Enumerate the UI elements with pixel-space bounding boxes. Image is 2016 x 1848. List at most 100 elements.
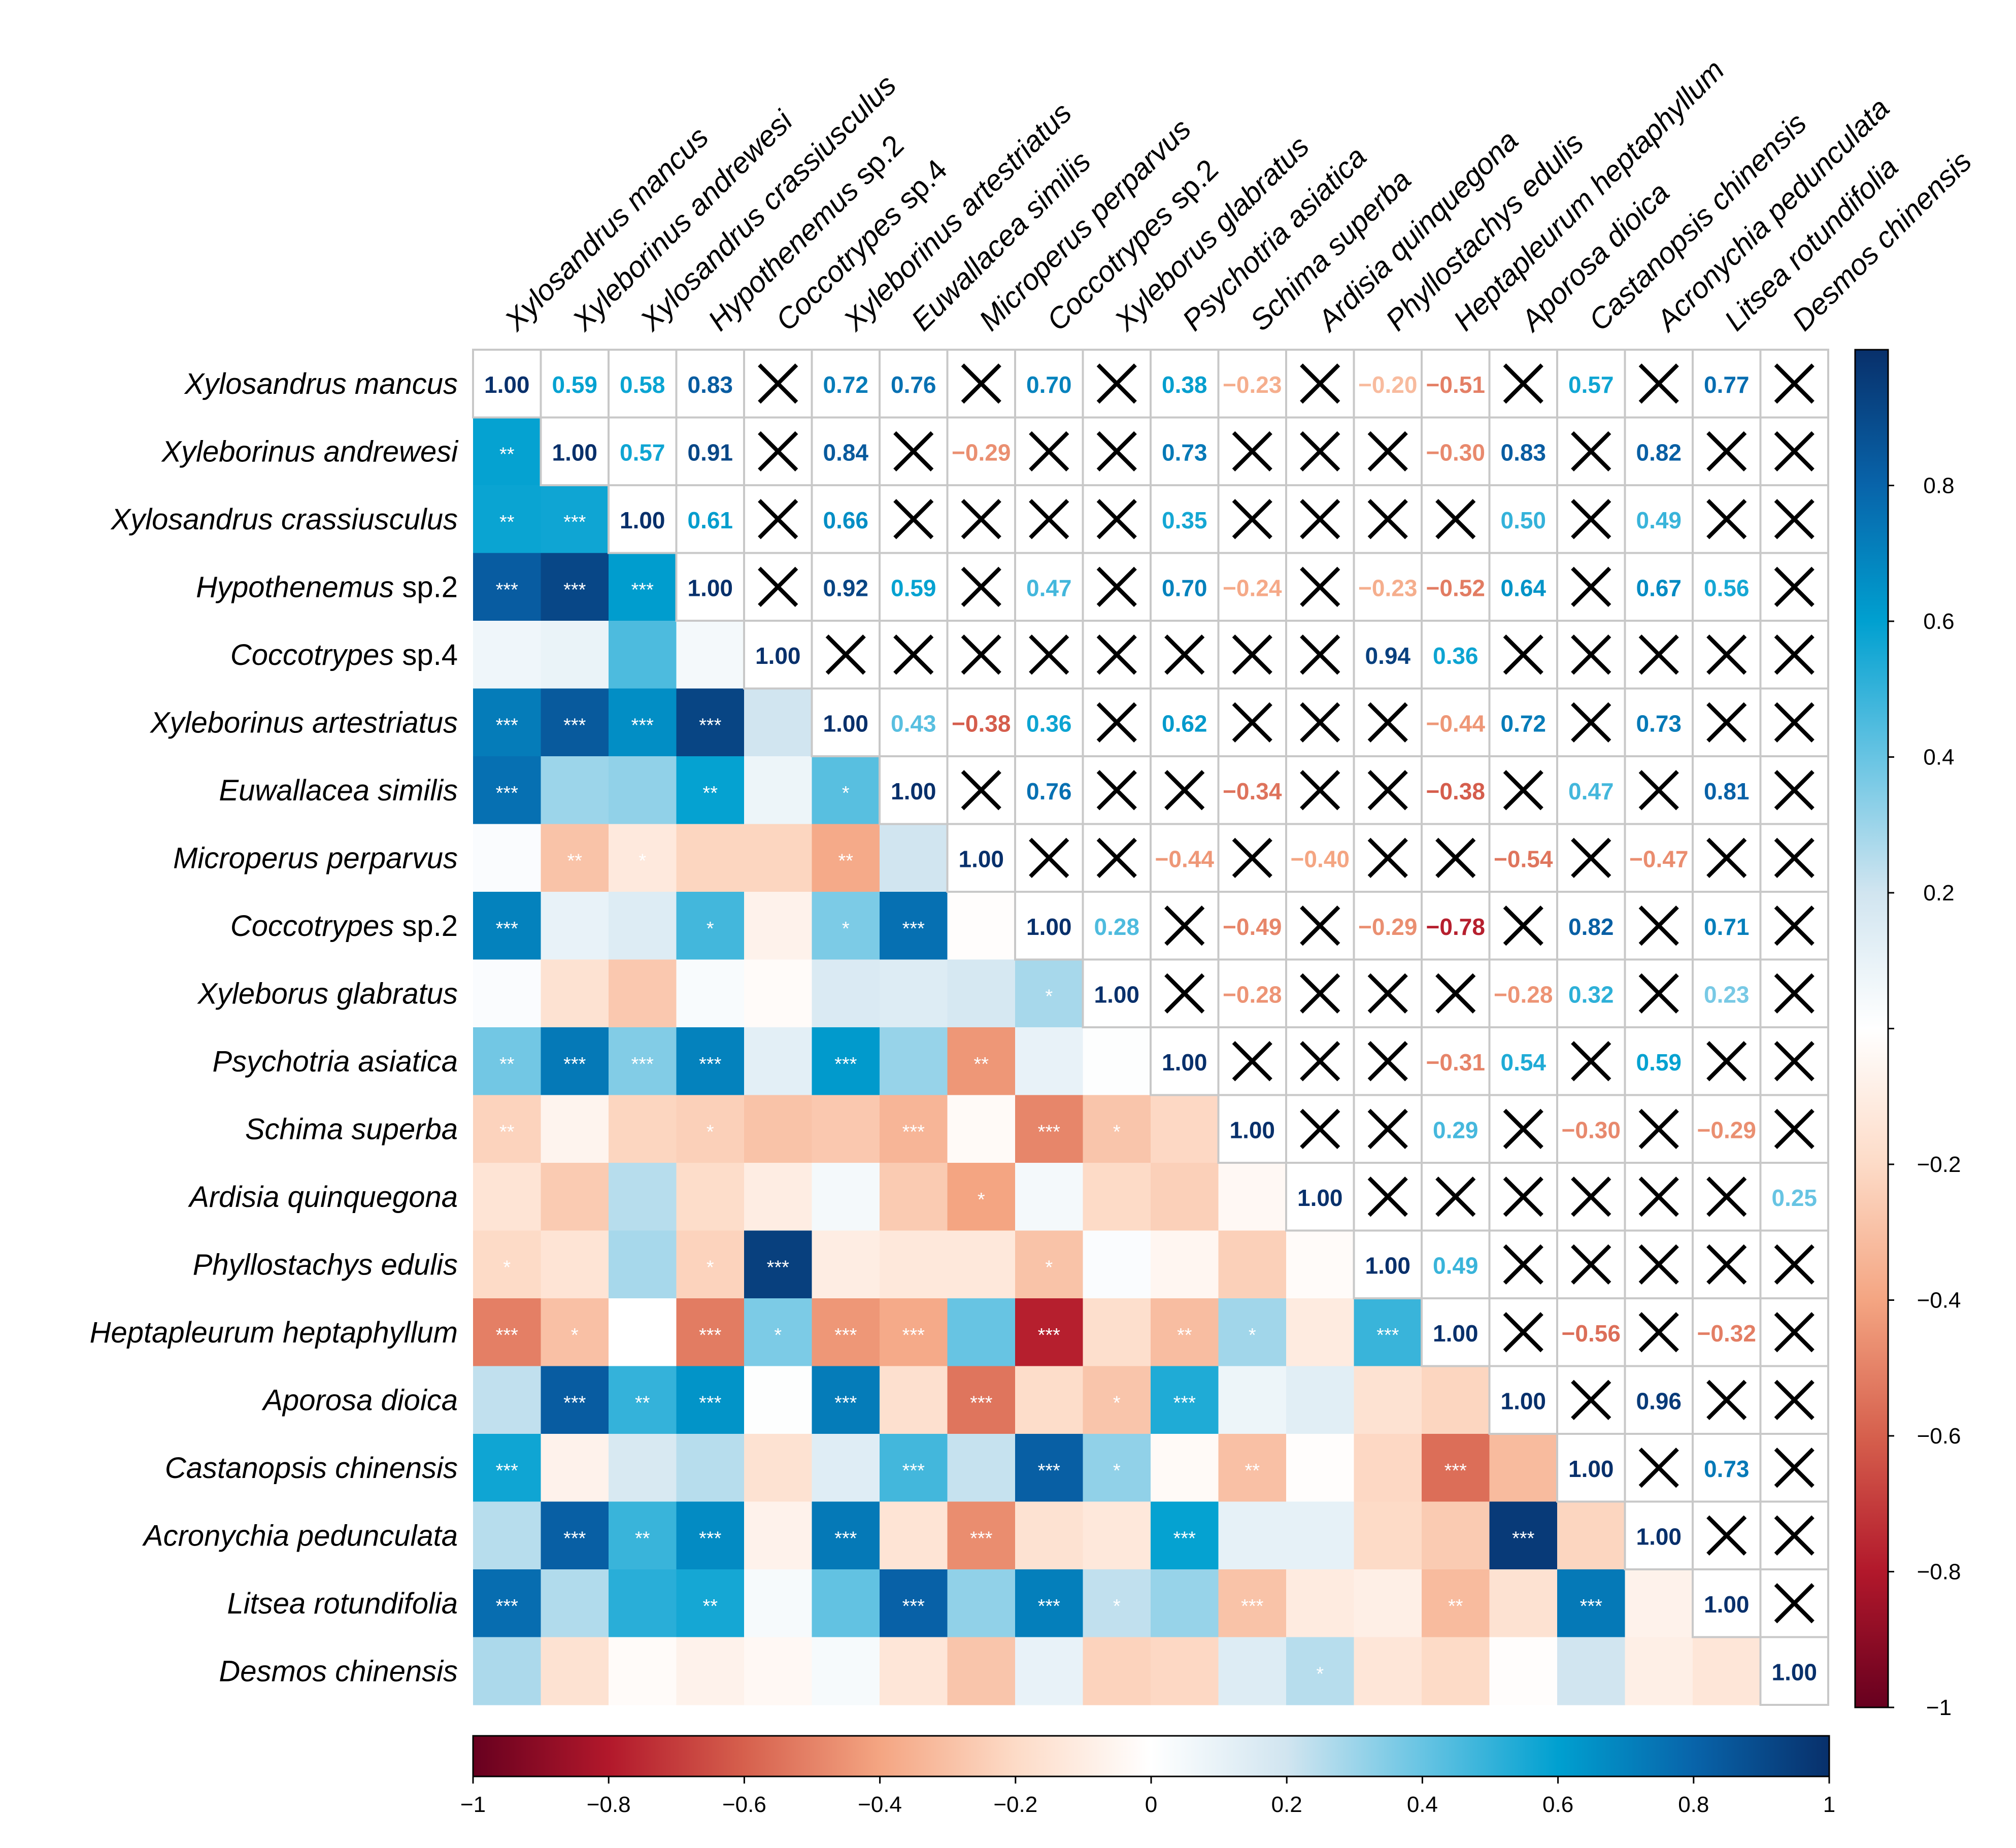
- significance-mark: **: [635, 1392, 650, 1414]
- significance-mark: *: [639, 850, 646, 871]
- upper-cell: [1014, 755, 1084, 825]
- nonsignificant-cross-icon: [1367, 770, 1408, 811]
- heatmap-cell: [812, 756, 880, 825]
- heatmap-cell: [1354, 1434, 1422, 1502]
- heatmap-cell: [880, 1027, 948, 1096]
- heatmap-cell: [1218, 1434, 1287, 1502]
- heatmap-cell: [1083, 1298, 1151, 1367]
- row-label-name: Ardisia quinquegona: [188, 1181, 458, 1214]
- upper-cell: [1217, 958, 1287, 1028]
- diagonal-value: 1.00: [891, 778, 936, 804]
- row-label: Ardisia quinquegona: [188, 1181, 458, 1214]
- significance-mark: ***: [1038, 1325, 1061, 1346]
- heatmap-cell: [1354, 1501, 1422, 1570]
- upper-cell: [1759, 1636, 1829, 1706]
- significance-mark: ***: [563, 1392, 586, 1414]
- heatmap-cell: [1083, 1637, 1151, 1705]
- heatmap-cell: [676, 892, 745, 960]
- correlation-value: 0.59: [891, 575, 936, 601]
- heatmap-cell: [473, 485, 542, 554]
- heatmap-cell: [744, 1095, 813, 1163]
- nonsignificant-cross-icon: [1435, 499, 1476, 540]
- heatmap-cell: [744, 1569, 813, 1638]
- correlation-value: 0.71: [1704, 914, 1750, 940]
- nonsignificant-cross-icon: [961, 566, 1001, 607]
- row-label: Heptapleurum heptaphyllum: [90, 1316, 458, 1349]
- significance-mark: ***: [902, 1325, 925, 1346]
- correlation-value: −0.30: [1562, 1117, 1621, 1143]
- heatmap-cell: [676, 959, 745, 1028]
- correlation-value: 0.72: [823, 372, 868, 398]
- nonsignificant-cross-icon: [1706, 837, 1747, 878]
- heatmap-cell: [1286, 1637, 1355, 1705]
- correlation-value: −0.56: [1562, 1320, 1621, 1347]
- heatmap-cell: [541, 553, 609, 621]
- heatmap-cell: [744, 756, 813, 825]
- significance-mark: **: [499, 1054, 515, 1075]
- upper-cell: [1421, 552, 1491, 622]
- heatmap-cell: [947, 1298, 1016, 1367]
- heatmap-cell: [812, 824, 880, 892]
- upper-cell: [1488, 1365, 1558, 1435]
- row-label: Xylosandrus crassiusculus: [110, 503, 458, 536]
- nonsignificant-cross-icon: [1774, 905, 1815, 946]
- colorbar-right-tick-label: −1: [1926, 1695, 1952, 1720]
- significance-mark: **: [1177, 1325, 1192, 1346]
- significance-mark: ***: [699, 1325, 722, 1346]
- upper-cell: [1692, 891, 1762, 961]
- correlation-value: 0.50: [1500, 507, 1546, 533]
- correlation-value: 0.83: [687, 372, 733, 398]
- nonsignificant-cross-icon: [1096, 431, 1137, 472]
- significance-mark: **: [1448, 1596, 1463, 1617]
- significance-mark: *: [1113, 1596, 1121, 1617]
- heatmap-cell: [676, 1298, 745, 1367]
- nonsignificant-cross-icon: [1164, 770, 1205, 811]
- nonsignificant-cross-icon: [1638, 1312, 1679, 1353]
- significance-mark: *: [707, 1121, 714, 1143]
- heatmap-cell: [812, 959, 880, 1028]
- correlation-value: 0.47: [1568, 778, 1614, 804]
- heatmap-cell: [1422, 1501, 1490, 1570]
- heatmap-cell: [609, 892, 677, 960]
- colorbar-bottom-tick-label: 0: [1145, 1792, 1157, 1817]
- heatmap-cell: [880, 959, 948, 1028]
- upper-cell: [1759, 1162, 1829, 1232]
- colorbar-right-tick-label: 0.2: [1923, 881, 1954, 905]
- upper-cell: [743, 620, 813, 690]
- heatmap-cell: [541, 892, 609, 960]
- upper-cell: [1421, 620, 1491, 690]
- heatmap-cell: [541, 688, 609, 757]
- significance-mark: ***: [496, 715, 519, 736]
- colorbar-right-tick-label: 0.4: [1923, 745, 1954, 770]
- diagonal-value: 1.00: [1433, 1320, 1479, 1347]
- heatmap-cell: [1015, 1095, 1084, 1163]
- correlation-value: −0.30: [1426, 439, 1485, 465]
- nonsignificant-cross-icon: [1638, 905, 1679, 946]
- nonsignificant-cross-icon: [1367, 1108, 1408, 1149]
- diagonal-value: 1.00: [1094, 981, 1139, 1007]
- nonsignificant-cross-icon: [1029, 499, 1069, 540]
- colorbar-right-tick-label: −0.6: [1917, 1424, 1961, 1449]
- upper-cell: [811, 687, 881, 757]
- heatmap-cell: [541, 1366, 609, 1434]
- correlation-value: −0.34: [1223, 778, 1282, 804]
- nonsignificant-cross-icon: [1164, 905, 1205, 946]
- nonsignificant-cross-icon: [1638, 770, 1679, 811]
- heatmap-cell: [947, 959, 1016, 1028]
- upper-cell: [1624, 552, 1694, 622]
- nonsignificant-cross-icon: [825, 634, 866, 675]
- heatmap-cell: [1354, 1298, 1422, 1367]
- nonsignificant-cross-icon: [1571, 499, 1611, 540]
- nonsignificant-cross-icon: [1774, 1448, 1815, 1488]
- row-label-name: Xylosandrus crassiusculus: [110, 503, 458, 536]
- significance-mark: **: [1245, 1460, 1260, 1482]
- heatmap-cell: [880, 1501, 948, 1570]
- heatmap-cell: [1083, 1434, 1151, 1502]
- row-label: Psychotria asiatica: [212, 1045, 458, 1078]
- heatmap-cell: [676, 621, 745, 689]
- nonsignificant-cross-icon: [1571, 1380, 1611, 1420]
- heatmap-cell: [1286, 1434, 1355, 1502]
- correlation-value: 0.35: [1162, 507, 1207, 533]
- heatmap-cell: [880, 1366, 948, 1434]
- significance-mark: ***: [767, 1257, 790, 1278]
